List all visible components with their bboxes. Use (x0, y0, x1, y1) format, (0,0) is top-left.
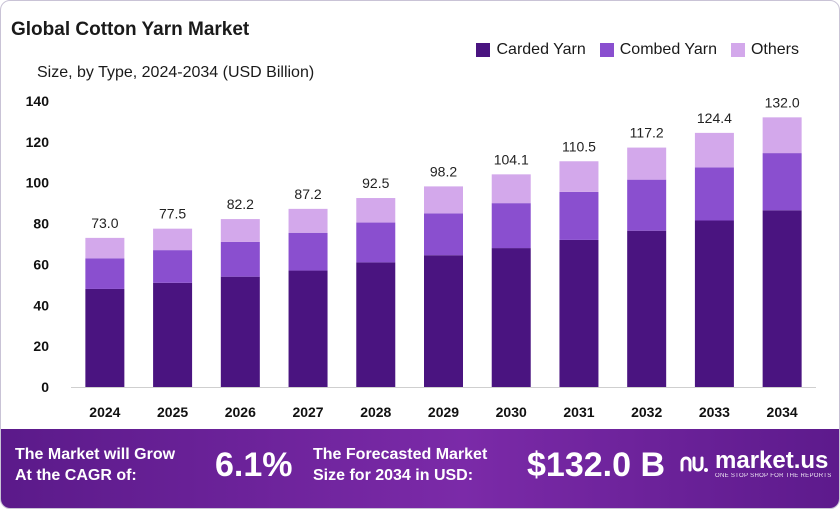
chart-title: Global Cotton Yarn Market (11, 19, 250, 40)
bar-combed-yarn-2026 (220, 241, 260, 277)
x-tick-label-2030: 2030 (496, 404, 527, 420)
bar-others-2031 (559, 161, 599, 192)
bar-carded-yarn-2024 (85, 288, 125, 387)
data-label-total-2026: 82.2 (227, 196, 254, 212)
y-tick-label: 80 (33, 216, 49, 232)
bar-carded-yarn-2027 (288, 270, 328, 387)
bar-combed-yarn-2028 (356, 222, 396, 263)
x-tick-label-2027: 2027 (292, 404, 323, 420)
bar-carded-yarn-2025 (153, 282, 193, 387)
data-label-total-2031: 110.5 (562, 138, 596, 154)
bar-combed-yarn-2033 (694, 167, 734, 221)
legend-label-carded: Carded Yarn (496, 41, 586, 58)
data-label-total-2032: 117.2 (630, 125, 664, 141)
bar-combed-yarn-2025 (153, 250, 193, 283)
bar-carded-yarn-2029 (424, 255, 463, 387)
data-label-total-2027: 87.2 (294, 186, 321, 202)
forecast-label: The Forecasted Market Size for 2034 in U… (313, 444, 487, 486)
data-label-total-2030: 104.1 (494, 151, 529, 167)
chart-subtitle: Size, by Type, 2024-2034 (USD Billion) (37, 64, 315, 81)
bar-carded-yarn-2026 (220, 276, 260, 387)
forecast-label-line2: Size for 2034 in USD: (313, 467, 474, 484)
brand-name: market.us (715, 447, 829, 474)
bar-combed-yarn-2032 (627, 179, 667, 231)
bar-others-2029 (424, 186, 463, 214)
x-tick-label-2024: 2024 (89, 404, 120, 420)
bar-combed-yarn-2030 (491, 203, 531, 249)
x-tick-label-2026: 2026 (225, 404, 256, 420)
bar-carded-yarn-2031 (559, 239, 599, 387)
y-tick-label: 40 (33, 297, 49, 313)
data-label-total-2028: 92.5 (362, 175, 389, 191)
legend-item-combed: Combed Yarn (599, 41, 717, 59)
y-tick-label: 140 (26, 93, 50, 109)
bar-carded-yarn-2030 (491, 248, 531, 387)
data-label-total-2033: 124.4 (697, 110, 732, 126)
brand-tagline: ONE STOP SHOP FOR THE REPORTS (715, 473, 832, 479)
legend-label-combed: Combed Yarn (619, 41, 717, 58)
forecast-value: $132.0 B (527, 446, 665, 484)
bar-carded-yarn-2028 (356, 262, 396, 387)
bar-combed-yarn-2034 (762, 153, 802, 211)
bar-others-2034 (762, 117, 802, 154)
bar-chart: 0 20 40 60 80 100 120 140 73.0 2024 77.5 2025 82.2 20… (26, 93, 816, 420)
data-label-total-2034: 132.0 (765, 94, 800, 110)
bar-others-2025 (153, 228, 193, 251)
bar-combed-yarn-2029 (424, 213, 463, 256)
y-tick-label: 120 (26, 134, 50, 150)
cagr-value: 6.1% (215, 446, 293, 484)
footer-banner: The Market will Grow At the CAGR of: 6.1… (1, 429, 839, 508)
x-tick-label-2028: 2028 (360, 404, 391, 420)
bar-carded-yarn-2034 (762, 210, 802, 387)
legend-item-carded: Carded Yarn (476, 41, 586, 59)
bar-others-2030 (491, 174, 531, 204)
x-tick-label-2025: 2025 (157, 404, 188, 420)
bar-others-2026 (220, 219, 260, 242)
bar-carded-yarn-2032 (627, 230, 667, 387)
x-tick-label-2033: 2033 (699, 404, 730, 420)
y-tick-label: 20 (33, 338, 49, 354)
bar-combed-yarn-2027 (288, 232, 328, 271)
bar-others-2032 (627, 147, 667, 180)
bar-others-2027 (288, 208, 328, 233)
legend-swatch-carded (476, 43, 491, 57)
y-tick-label: 100 (26, 175, 50, 191)
forecast-label-line1: The Forecasted Market (313, 446, 488, 463)
x-tick-label-2031: 2031 (563, 404, 594, 420)
legend: Carded Yarn Combed Yarn Others (476, 41, 799, 59)
bar-others-2024 (85, 237, 125, 259)
data-label-total-2024: 73.0 (91, 215, 118, 231)
y-tick-label: 0 (41, 379, 49, 395)
brand-mark-icon (680, 456, 708, 472)
bar-combed-yarn-2024 (85, 258, 125, 289)
bar-others-2033 (694, 132, 734, 168)
legend-label-others: Others (750, 41, 799, 58)
brand-logo: market.us ONE STOP SHOP FOR THE REPORTS (679, 449, 832, 479)
cagr-label-line2: At the CAGR of: (15, 467, 137, 484)
bar-others-2028 (356, 198, 396, 223)
legend-swatch-others (730, 43, 745, 57)
data-label-total-2029: 98.2 (430, 163, 457, 179)
cagr-label: The Market will Grow At the CAGR of: (15, 444, 175, 486)
legend-item-others: Others (730, 41, 799, 59)
bar-carded-yarn-2033 (694, 220, 734, 387)
y-tick-label: 60 (33, 256, 49, 272)
x-tick-label-2032: 2032 (631, 404, 662, 420)
data-label-total-2025: 77.5 (159, 206, 186, 222)
cagr-label-line1: The Market will Grow (15, 446, 176, 463)
x-tick-label-2034: 2034 (767, 404, 798, 420)
x-tick-label-2029: 2029 (428, 404, 459, 420)
bar-combed-yarn-2031 (559, 191, 599, 240)
legend-swatch-combed (599, 43, 614, 57)
